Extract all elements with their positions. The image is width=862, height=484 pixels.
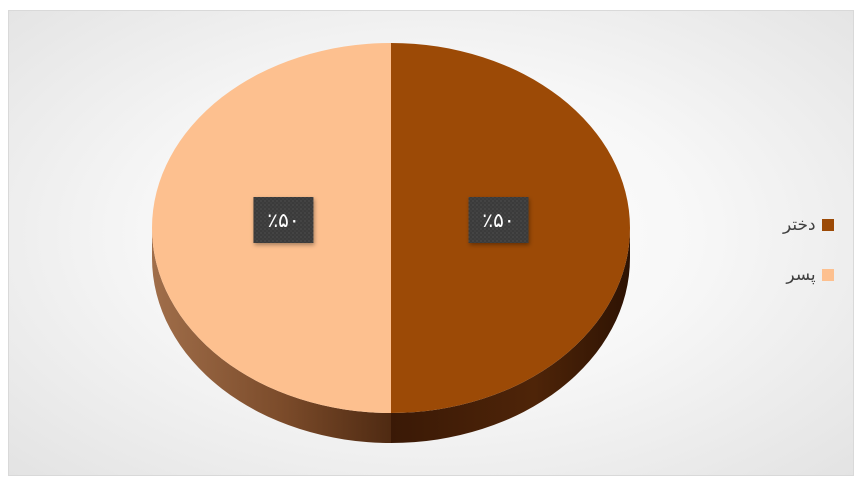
data-label-box-girl bbox=[468, 197, 529, 243]
legend-item-girl: دختر bbox=[783, 212, 834, 238]
data-label-boy: ٪۵۰ bbox=[253, 197, 314, 243]
pie-slices bbox=[152, 43, 630, 413]
pie-side-boy bbox=[152, 228, 391, 443]
pie-labels: ٪۵۰ ٪۵۰ bbox=[253, 197, 529, 243]
legend-swatch-boy bbox=[821, 269, 834, 281]
data-label-text-boy: ٪۵۰ bbox=[267, 208, 299, 232]
data-label-girl: ٪۵۰ bbox=[468, 197, 529, 243]
legend-label-boy: پسر bbox=[786, 265, 816, 285]
pie-sides bbox=[152, 228, 630, 443]
legend-swatch-girl bbox=[821, 219, 834, 231]
pie-side-girl bbox=[391, 228, 630, 443]
legend-item-boy: پسر bbox=[783, 262, 834, 288]
data-label-box-boy bbox=[253, 197, 314, 243]
legend-label-girl: دختر bbox=[783, 215, 816, 235]
data-label-text-girl: ٪۵۰ bbox=[482, 208, 514, 232]
legend: دختر پسر bbox=[783, 212, 834, 312]
